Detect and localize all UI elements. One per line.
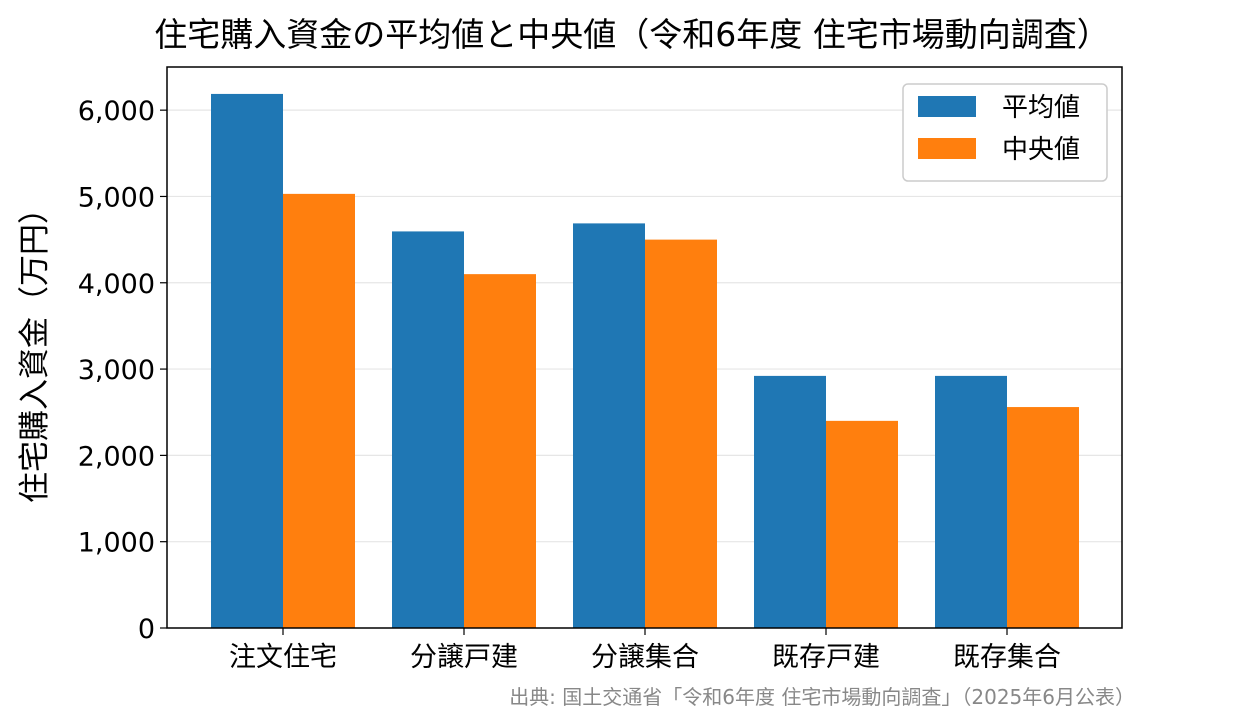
bar-median-4 bbox=[1007, 407, 1079, 628]
bar-mean-4 bbox=[935, 375, 1007, 628]
y-tick-label: 3,000 bbox=[78, 355, 155, 386]
bar-mean-2 bbox=[573, 223, 645, 629]
y-tick-label: 1,000 bbox=[78, 528, 155, 559]
x-tick-label: 分譲戸建 bbox=[410, 642, 518, 673]
bar-median-2 bbox=[645, 239, 717, 628]
bar-mean-3 bbox=[754, 375, 826, 628]
legend-swatch-1 bbox=[918, 138, 976, 159]
y-tick-label: 6,000 bbox=[78, 96, 155, 127]
x-tick-label: 既存集合 bbox=[953, 642, 1061, 673]
y-tick-label: 2,000 bbox=[78, 441, 155, 472]
bars bbox=[211, 93, 1079, 629]
x-tick-label: 注文住宅 bbox=[229, 642, 337, 673]
bar-mean-1 bbox=[392, 231, 464, 629]
x-axis: 注文住宅 分譲戸建 分譲集合 既存戸建 既存集合 bbox=[229, 628, 1061, 673]
legend-swatch-0 bbox=[918, 96, 976, 117]
y-tick-label: 4,000 bbox=[78, 269, 155, 300]
x-tick-label: 分譲集合 bbox=[591, 642, 699, 673]
legend-label-1: 中央値 bbox=[1002, 135, 1080, 165]
bar-median-1 bbox=[464, 274, 536, 628]
source-note: 出典: 国土交通省「令和6年度 住宅市場動向調査」（2025年6月公表） bbox=[509, 685, 1135, 709]
legend-label-0: 平均値 bbox=[1002, 93, 1080, 123]
bar-median-0 bbox=[283, 193, 355, 628]
bar-median-3 bbox=[826, 420, 898, 628]
y-axis: 0 1,000 2,000 3,000 4,000 5,000 6,000 bbox=[78, 96, 167, 645]
x-tick-label: 既存戸建 bbox=[772, 642, 880, 673]
chart-title: 住宅購入資金の平均値と中央値（令和6年度 住宅市場動向調査） bbox=[154, 15, 1110, 54]
y-tick-label: 0 bbox=[138, 614, 155, 645]
bar-mean-0 bbox=[211, 93, 283, 629]
y-axis-label: 住宅購入資金（万円） bbox=[17, 193, 53, 503]
y-tick-label: 5,000 bbox=[78, 182, 155, 213]
